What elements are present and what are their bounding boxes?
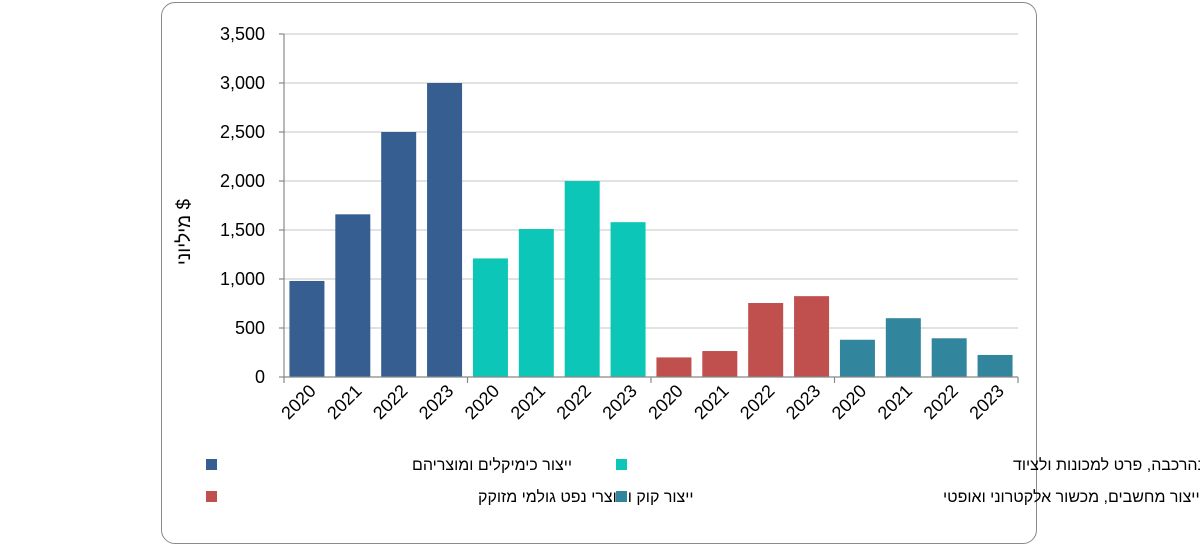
y-tick-label: 2,000 — [220, 171, 265, 191]
x-tick-label: 2020 — [277, 381, 319, 423]
x-tick-label: 2021 — [690, 381, 732, 423]
bar-series-3-2021 — [885, 318, 921, 377]
bar-series-3-2022 — [931, 338, 967, 377]
bar-series-1-2020 — [472, 258, 508, 377]
x-tick-label: 2020 — [828, 381, 870, 423]
x-tick-label: 2020 — [461, 381, 503, 423]
legend-swatch — [616, 491, 627, 502]
bar-series-3-2020 — [839, 339, 875, 377]
axes — [279, 33, 1019, 383]
x-tick-label: 2023 — [782, 381, 824, 423]
bar-series-2-2021 — [702, 351, 738, 377]
bar-series-0-2021 — [335, 214, 371, 377]
x-tick-label: 2021 — [874, 381, 916, 423]
y-tick-label: 500 — [235, 318, 265, 338]
bar-series-1-2022 — [564, 181, 600, 377]
y-tick-labels: 0 500 1,000 1,500 2,000 2,500 3,000 3,500 — [220, 24, 265, 387]
legend-swatch — [206, 491, 217, 502]
legend-swatch — [616, 459, 627, 470]
y-tick-label: 3,000 — [220, 73, 265, 93]
bar-series-0-2023 — [427, 83, 463, 377]
x-tick-label: 2023 — [965, 381, 1007, 423]
y-tick-label: 2,500 — [220, 122, 265, 142]
bar-series-2-2020 — [656, 357, 692, 377]
x-tick-label: 2022 — [553, 381, 595, 423]
legend-label: ייצור מחשבים, מכשור אלקטרוני ואופטי — [943, 488, 1200, 506]
x-tick-label: 2023 — [598, 381, 640, 423]
x-tick-label: 2021 — [507, 381, 549, 423]
y-tick-label: 1,000 — [220, 269, 265, 289]
bar-series-2-2022 — [748, 303, 784, 377]
x-tick-label: 2022 — [369, 381, 411, 423]
y-tick-label: 1,500 — [220, 220, 265, 240]
bar-series-1-2023 — [610, 222, 646, 377]
legend: ייצור כימיקלים ומוצריהם ייצור מוצרי מתכת … — [206, 456, 1200, 506]
x-tick-label: 2023 — [415, 381, 457, 423]
bar-series-0-2020 — [289, 280, 325, 377]
x-tick-labels: 2020 2021 2022 2023 2020 2021 2022 2023 2020 2021… — [277, 381, 1008, 423]
x-tick-label: 2022 — [920, 381, 962, 423]
y-axis-label: מיליוני $ — [174, 199, 195, 266]
legend-label: ייצור כימיקלים ומוצריהם — [412, 456, 572, 474]
legend-label: ייצור מוצרי מתכת בהרכבה, פרט למכונות ולצ… — [1013, 456, 1200, 474]
bars — [289, 83, 1013, 377]
y-tick-label: 0 — [255, 367, 265, 387]
legend-swatch — [206, 459, 217, 470]
bar-series-2-2023 — [794, 296, 830, 377]
x-tick-label: 2020 — [644, 381, 686, 423]
x-tick-label: 2021 — [323, 381, 365, 423]
y-tick-label: 3,500 — [220, 24, 265, 44]
bar-series-0-2022 — [381, 132, 417, 377]
bar-series-3-2023 — [977, 354, 1013, 377]
bar-series-1-2021 — [518, 229, 554, 377]
x-tick-label: 2022 — [736, 381, 778, 423]
legend-label: ייצור קוק ומוצרי נפט גולמי מזוקק — [478, 488, 694, 506]
